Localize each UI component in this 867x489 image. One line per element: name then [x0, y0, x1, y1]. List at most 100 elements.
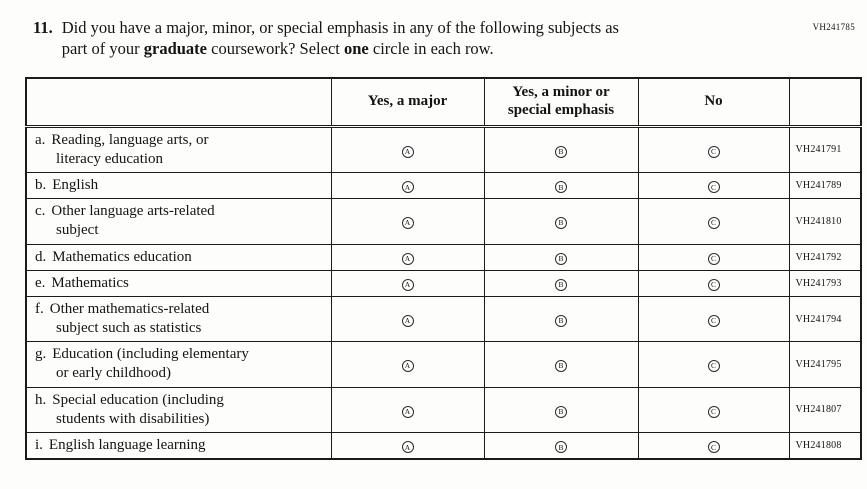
option-bubble-no[interactable]: C	[707, 441, 720, 454]
option-cell-no: C	[637, 341, 790, 388]
header-empty	[25, 77, 332, 127]
option-bubble-minor-special[interactable]: B	[555, 181, 567, 194]
option-bubble-yes-major[interactable]: A	[401, 405, 414, 418]
question-text: Did you have a major, minor, or special …	[62, 17, 619, 59]
row-label: English	[52, 176, 99, 193]
option-cell-yes-major: A	[330, 269, 485, 297]
row-label: Other language arts-related subject	[51, 203, 215, 239]
row-letter: f.	[35, 300, 44, 317]
option-bubble-no[interactable]: C	[707, 360, 720, 373]
row-code: VH241794	[788, 295, 862, 343]
option-bubble-minor-special[interactable]: B	[555, 252, 567, 265]
option-bubble-minor-special[interactable]: B	[555, 217, 567, 230]
table-row: h. Special education (including students …	[25, 386, 862, 434]
option-cell-minor-special: B	[483, 341, 639, 388]
question-text-part: Did you have a major, minor, or special …	[61, 18, 619, 59]
option-cell-minor-special: B	[483, 386, 639, 434]
option-bubble-yes-major[interactable]: A	[401, 360, 414, 373]
header-code-column	[788, 77, 862, 127]
questionnaire-page: VH241785 11. Did you have a major, minor…	[0, 17, 867, 461]
row-label-cell: a. Reading, language arts, or literacy ed…	[25, 125, 332, 173]
option-bubble-minor-special[interactable]: B	[555, 360, 567, 373]
question-bold-one: one	[344, 39, 369, 59]
option-bubble-minor-special[interactable]: B	[555, 405, 567, 418]
option-cell-minor-special: B	[483, 171, 639, 200]
header-minor-special: Yes, a minor or special emphasis	[483, 77, 639, 127]
option-bubble-yes-major[interactable]: A	[401, 181, 414, 194]
option-bubble-yes-major[interactable]: A	[401, 145, 414, 158]
row-label-cell: b. English	[25, 171, 332, 200]
option-bubble-minor-special[interactable]: B	[555, 279, 567, 292]
row-label-cell: e. Mathematics	[25, 269, 332, 297]
row-letter: h.	[35, 391, 47, 408]
option-cell-no: C	[637, 269, 790, 297]
option-cell-no: C	[637, 198, 790, 245]
question-number: 11.	[33, 18, 53, 37]
row-letter: i.	[35, 437, 43, 454]
answer-table: Yes, a major Yes, a minor or special emp…	[25, 77, 862, 461]
option-bubble-no[interactable]: C	[707, 252, 720, 265]
answer-table-body: a. Reading, language arts, or literacy ed…	[25, 125, 862, 460]
option-bubble-no[interactable]: C	[707, 314, 720, 327]
option-bubble-yes-major[interactable]: A	[401, 217, 414, 230]
row-letter: g.	[35, 346, 47, 363]
row-label: Other mathematics-related subject such a…	[49, 300, 210, 337]
option-bubble-minor-special[interactable]: B	[555, 441, 567, 454]
question-text-part: circle in each row.	[368, 39, 494, 59]
option-bubble-minor-special[interactable]: B	[555, 145, 567, 158]
option-cell-minor-special: B	[483, 243, 639, 271]
table-row: g. Education (including elementary or ear…	[25, 341, 862, 388]
table-row: f. Other mathematics-related subject such…	[25, 295, 862, 343]
row-label-cell: c. Other language arts-related subject	[25, 198, 332, 245]
option-bubble-no[interactable]: C	[707, 181, 720, 194]
row-code: VH241795	[788, 341, 862, 388]
option-cell-minor-special: B	[483, 269, 639, 297]
option-bubble-no[interactable]: C	[707, 405, 720, 418]
question-text-part: coursework? Select	[207, 39, 344, 59]
table-row: c. Other language arts-related subject A …	[25, 198, 862, 245]
row-label-cell: i. English language learning	[25, 432, 332, 460]
option-bubble-yes-major[interactable]: A	[401, 314, 414, 327]
table-row: d. Mathematics education A B C VH241792	[25, 243, 862, 271]
question-bold-graduate: graduate	[143, 39, 207, 59]
header-yes-major: Yes, a major	[330, 77, 485, 127]
row-label-cell: d. Mathematics education	[25, 243, 332, 271]
option-bubble-minor-special[interactable]: B	[555, 314, 567, 327]
option-bubble-yes-major[interactable]: A	[401, 279, 414, 292]
option-cell-no: C	[637, 295, 790, 343]
option-cell-yes-major: A	[330, 386, 485, 434]
row-code: VH241807	[788, 386, 862, 434]
header-row: Yes, a major Yes, a minor or special emp…	[25, 77, 862, 127]
option-cell-yes-major: A	[330, 341, 485, 388]
page-code: VH241785	[812, 22, 855, 32]
option-cell-minor-special: B	[483, 198, 639, 245]
row-code: VH241808	[788, 432, 862, 460]
option-bubble-no[interactable]: C	[707, 279, 720, 292]
row-label-cell: g. Education (including elementary or ear…	[25, 341, 332, 388]
option-bubble-no[interactable]: C	[707, 145, 720, 158]
row-label: Reading, language arts, or literacy educ…	[51, 131, 209, 167]
option-cell-yes-major: A	[330, 125, 485, 173]
option-cell-no: C	[637, 243, 790, 271]
option-cell-yes-major: A	[330, 243, 485, 271]
option-cell-no: C	[637, 171, 790, 200]
row-code: VH241793	[788, 269, 862, 297]
row-label: Mathematics education	[52, 248, 192, 265]
option-cell-yes-major: A	[330, 295, 485, 343]
table-row: a. Reading, language arts, or literacy ed…	[25, 125, 862, 173]
option-bubble-no[interactable]: C	[707, 217, 720, 230]
row-label-cell: h. Special education (including students …	[25, 386, 332, 434]
table-row: e. Mathematics A B C VH241793	[25, 269, 862, 297]
row-label: Education (including elementary or early…	[52, 346, 249, 382]
option-bubble-yes-major[interactable]: A	[401, 252, 414, 265]
option-bubble-yes-major[interactable]: A	[401, 441, 414, 454]
option-cell-yes-major: A	[330, 432, 485, 460]
table-row: i. English language learning A B C VH2418…	[25, 432, 862, 460]
option-cell-no: C	[637, 125, 790, 173]
row-label: Special education (including students wi…	[52, 391, 224, 427]
row-label-cell: f. Other mathematics-related subject such…	[25, 295, 332, 343]
table-row: b. English A B C VH241789	[25, 171, 862, 200]
row-code: VH241791	[788, 125, 862, 173]
option-cell-yes-major: A	[330, 171, 485, 200]
row-code: VH241792	[788, 243, 862, 271]
